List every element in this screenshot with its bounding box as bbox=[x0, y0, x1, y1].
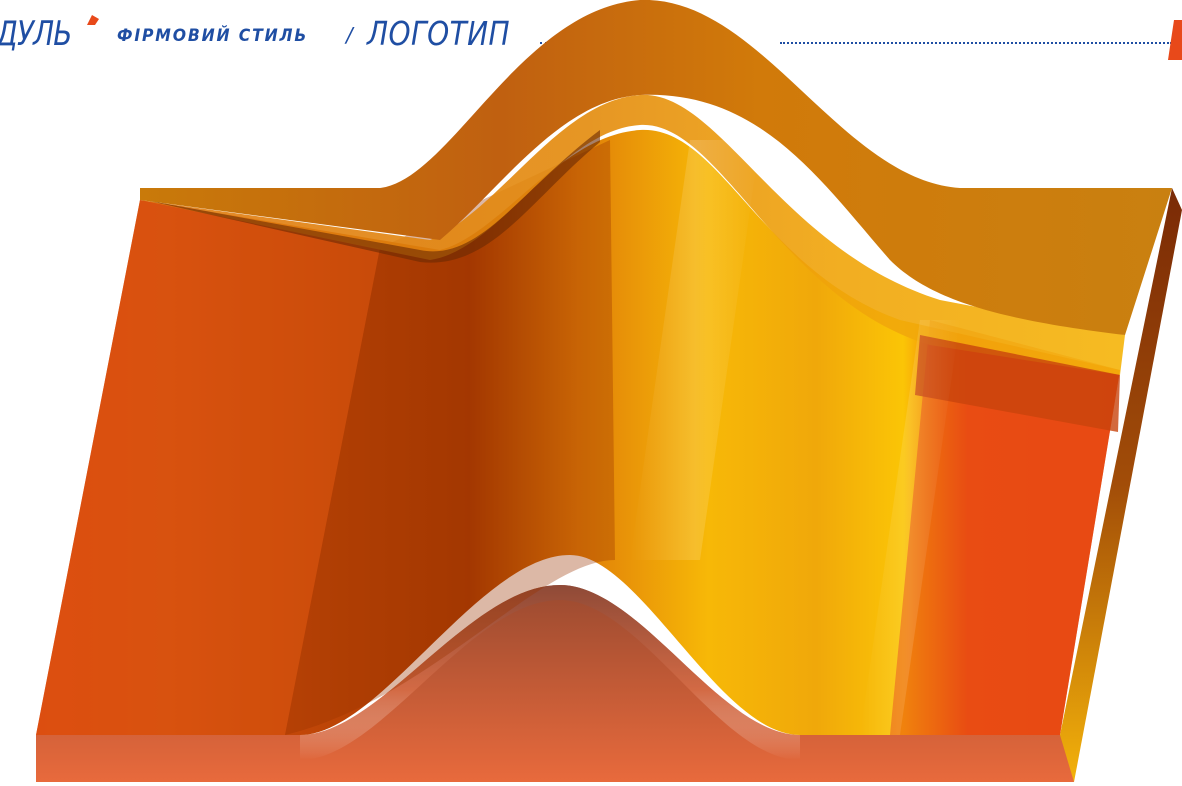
section-label: ФІРМОВИЙ СТИЛЬ bbox=[117, 26, 309, 46]
breadcrumb-separator: / bbox=[346, 23, 353, 47]
dotted-rule-right bbox=[780, 42, 1172, 44]
header-bar: ДУЛЬ ФІРМОВИЙ СТИЛЬ / ЛОГОТИП bbox=[0, 0, 1182, 70]
corner-tab-icon bbox=[1168, 20, 1182, 60]
brand-logo-text: ДУЛЬ bbox=[0, 14, 72, 54]
brand-mark-icon bbox=[87, 15, 99, 25]
page-title: ЛОГОТИП bbox=[367, 14, 511, 53]
